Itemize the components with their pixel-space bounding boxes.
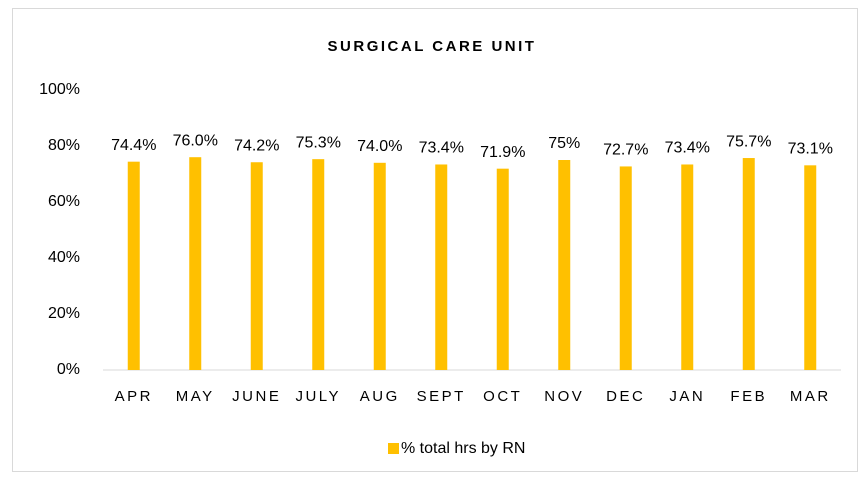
bar — [127, 161, 140, 370]
legend-label: % total hrs by RN — [401, 440, 525, 457]
y-tick-label: 40% — [48, 249, 80, 266]
data-label: 74.2% — [234, 137, 279, 154]
x-tick-label: MAY — [176, 388, 215, 405]
y-tick-label: 80% — [48, 137, 80, 154]
bar — [742, 158, 755, 370]
chart-border — [12, 8, 858, 472]
bar — [558, 160, 571, 370]
data-label: 74.4% — [111, 137, 156, 154]
data-label: 75.7% — [726, 133, 771, 150]
data-label: 73.4% — [419, 140, 464, 157]
data-label: 75% — [548, 135, 580, 152]
x-tick-label: AUG — [360, 388, 400, 405]
x-tick-label: DEC — [606, 388, 645, 405]
bar — [804, 165, 817, 370]
x-tick-label: OCT — [483, 388, 522, 405]
chart-title: SURGICAL CARE UNIT — [328, 38, 537, 55]
x-tick-label: JULY — [295, 388, 341, 405]
x-tick-label: JUNE — [232, 388, 281, 405]
x-tick-label: MAR — [790, 388, 831, 405]
bar — [189, 157, 202, 370]
bar — [619, 166, 632, 370]
bar — [312, 159, 325, 370]
data-label: 74.0% — [357, 138, 402, 155]
data-label: 72.7% — [603, 142, 648, 159]
y-tick-label: 0% — [57, 361, 80, 378]
bar — [435, 164, 448, 370]
bar — [250, 162, 263, 370]
data-label: 73.4% — [665, 140, 710, 157]
y-tick-label: 20% — [48, 305, 80, 322]
bar — [496, 168, 509, 370]
y-tick-label: 100% — [39, 81, 80, 98]
bar — [373, 162, 386, 370]
x-tick-label: NOV — [544, 388, 584, 405]
legend-swatch — [388, 443, 399, 454]
data-label: 71.9% — [480, 144, 525, 161]
x-tick-label: SEPT — [417, 388, 466, 405]
data-label: 76.0% — [173, 132, 218, 149]
x-tick-label: APR — [115, 388, 153, 405]
bar — [681, 164, 694, 370]
x-tick-label: JAN — [669, 388, 705, 405]
data-label: 73.1% — [788, 141, 833, 158]
x-tick-label: FEB — [730, 388, 767, 405]
y-tick-label: 60% — [48, 193, 80, 210]
data-label: 75.3% — [296, 134, 341, 151]
